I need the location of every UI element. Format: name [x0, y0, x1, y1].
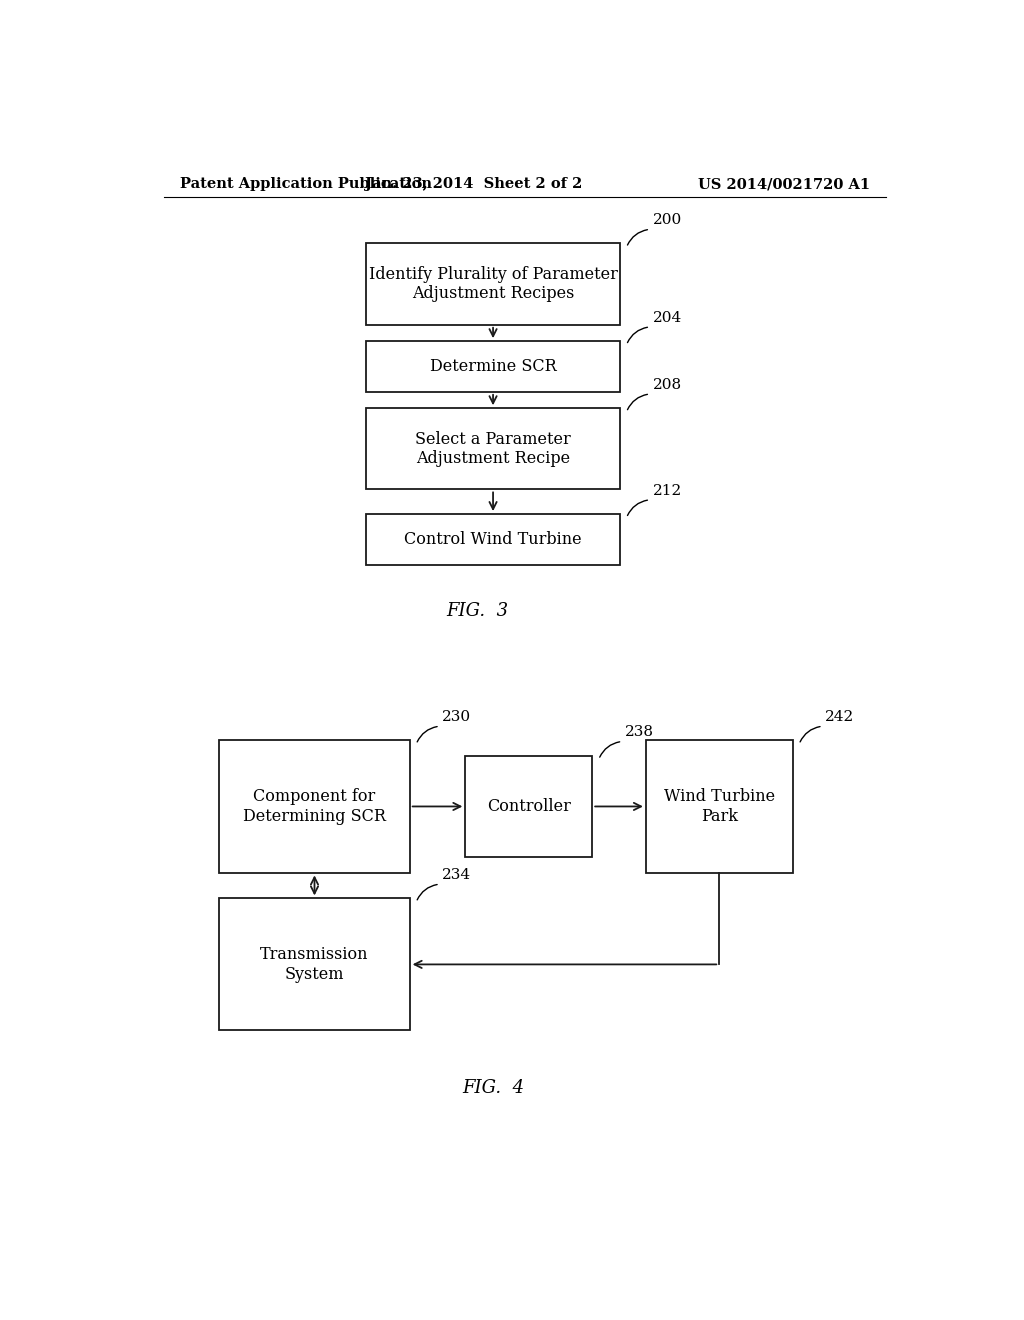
Text: 204: 204	[652, 310, 682, 325]
Text: 200: 200	[652, 214, 682, 227]
Bar	[367, 408, 621, 490]
Text: Determine SCR: Determine SCR	[430, 358, 556, 375]
Text: Jan. 23, 2014  Sheet 2 of 2: Jan. 23, 2014 Sheet 2 of 2	[365, 177, 582, 191]
Text: Patent Application Publication: Patent Application Publication	[179, 177, 431, 191]
Bar	[367, 341, 621, 392]
Text: Wind Turbine
Park: Wind Turbine Park	[664, 788, 775, 825]
Text: Controller: Controller	[486, 799, 570, 814]
Text: Identify Plurality of Parameter
Adjustment Recipes: Identify Plurality of Parameter Adjustme…	[369, 265, 617, 302]
Text: 234: 234	[442, 869, 471, 882]
Text: 208: 208	[652, 378, 682, 392]
Bar	[367, 243, 621, 325]
Bar	[646, 741, 793, 873]
Text: Select a Parameter
Adjustment Recipe: Select a Parameter Adjustment Recipe	[415, 430, 571, 467]
Bar	[219, 899, 410, 1031]
Text: Control Wind Turbine: Control Wind Turbine	[404, 531, 582, 548]
Text: US 2014/0021720 A1: US 2014/0021720 A1	[698, 177, 870, 191]
Text: Transmission
System: Transmission System	[260, 946, 369, 982]
Text: Component for
Determining SCR: Component for Determining SCR	[243, 788, 386, 825]
Text: 230: 230	[442, 710, 471, 725]
Bar	[219, 741, 410, 873]
Bar	[465, 755, 592, 857]
Text: 238: 238	[625, 726, 653, 739]
Bar	[367, 513, 621, 565]
Text: 242: 242	[825, 710, 854, 725]
Text: 212: 212	[652, 483, 682, 498]
Text: FIG.  4: FIG. 4	[462, 1080, 524, 1097]
Text: FIG.  3: FIG. 3	[446, 602, 508, 620]
